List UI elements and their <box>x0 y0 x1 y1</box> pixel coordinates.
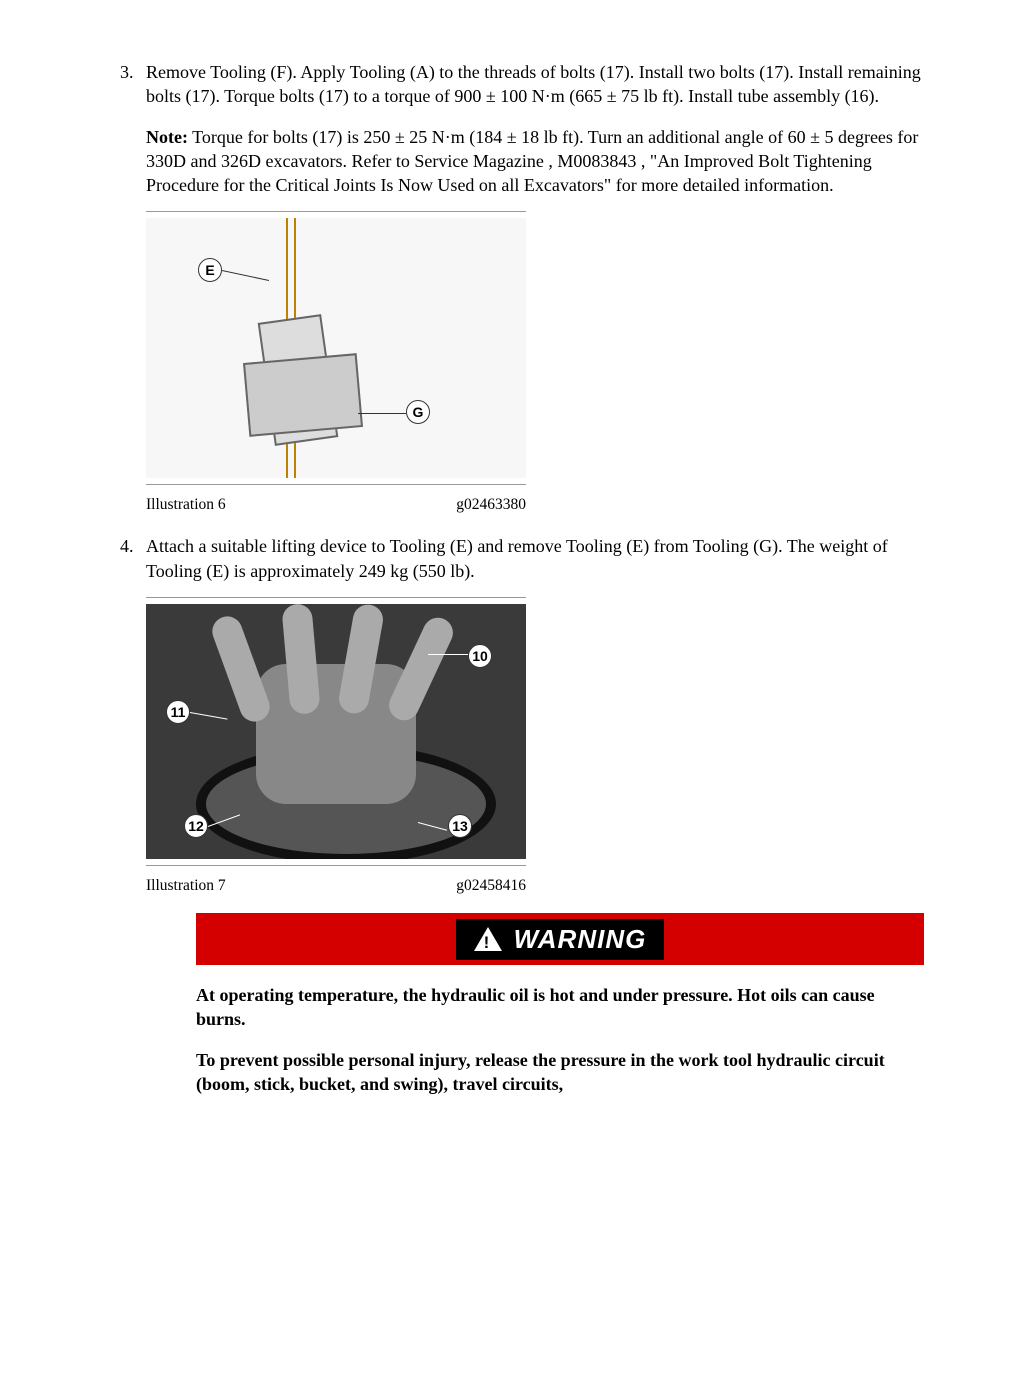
figure-6-caption: Illustration 6 g02463380 <box>146 495 526 516</box>
callout-e: E <box>198 258 222 282</box>
figure-7-caption-right: g02458416 <box>456 876 526 897</box>
note-label: Note: <box>146 127 188 147</box>
step-3-note: Note: Torque for bolts (17) is 250 ± 25 … <box>146 125 924 198</box>
figure-7: 10 11 12 13 <box>146 597 526 866</box>
warning-paragraph-1: At operating temperature, the hydraulic … <box>196 983 924 1032</box>
step-4: Attach a suitable lifting device to Tool… <box>138 534 924 1096</box>
step-3-text: Remove Tooling (F). Apply Tooling (A) to… <box>146 62 921 106</box>
callout-13: 13 <box>448 814 472 838</box>
callout-11: 11 <box>166 700 190 724</box>
warning-label: WARNING <box>514 922 647 957</box>
callout-10: 10 <box>468 644 492 668</box>
step-4-text: Attach a suitable lifting device to Tool… <box>146 536 888 580</box>
callout-g: G <box>406 400 430 424</box>
figure-6-caption-right: g02463380 <box>456 495 526 516</box>
figure-7-caption: Illustration 7 g02458416 <box>146 876 526 897</box>
warning-banner: WARNING <box>196 913 924 965</box>
step-3: Remove Tooling (F). Apply Tooling (A) to… <box>138 60 924 516</box>
callout-12: 12 <box>184 814 208 838</box>
warning-paragraph-2: To prevent possible personal injury, rel… <box>196 1048 924 1097</box>
figure-6-caption-left: Illustration 6 <box>146 495 226 516</box>
note-text: Torque for bolts (17) is 250 ± 25 N·m (1… <box>146 127 918 196</box>
figure-6: E G <box>146 211 526 485</box>
warning-icon <box>474 927 502 951</box>
figure-7-caption-left: Illustration 7 <box>146 876 226 897</box>
